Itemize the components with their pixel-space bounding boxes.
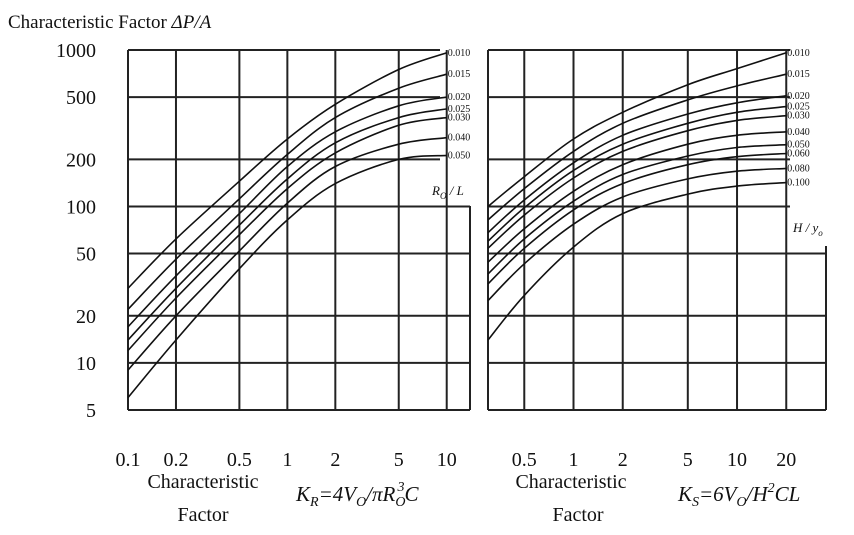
chart-title: Characteristic Factor ΔP/A [8,12,212,33]
y-tick-label: 5 [86,400,96,422]
y-tick-label: 100 [66,196,96,218]
series-line-0.020 [487,95,787,234]
left-xlabel-line1: Characteristic [147,471,258,493]
chart-title-symbol: ΔP/A [171,12,212,33]
series-label-0.030: 0.030 [787,111,810,122]
series-label-0.025: 0.025 [448,104,471,115]
x-tick-label: 2 [618,449,628,471]
x-tick-label: 10 [437,449,457,471]
series-line-0.010 [127,52,447,289]
series-label-0.030: 0.030 [448,113,471,124]
series-line-0.030 [127,116,447,352]
series-line-0.050 [487,143,787,275]
series-label-0.060: 0.060 [787,148,810,159]
x-tick-label: 0.2 [163,449,188,471]
series-line-0.100 [487,181,787,341]
series-label-0.050: 0.050 [448,150,471,161]
series-label-0.040: 0.040 [787,127,810,138]
left-formula: KR=4VO/πRO3C [295,480,420,510]
series-label-0.080: 0.080 [787,163,810,174]
series-label-0.040: 0.040 [448,133,471,144]
series-line-0.025 [127,108,447,341]
series-label-0.015: 0.015 [787,69,810,80]
series-label-0.015: 0.015 [448,69,471,80]
series-line-0.060 [487,152,787,285]
x-tick-label: 2 [330,449,340,471]
series-line-0.010 [487,52,787,208]
right-xlabel-line1: Characteristic [515,471,626,493]
series-line-0.080 [487,167,787,302]
x-tick-label: 1 [282,449,292,471]
series-label-0.010: 0.010 [448,48,471,59]
y-tick-labels: 1000 500 200 100 50 20 10 5 [56,40,96,422]
series-line-0.040 [127,136,447,371]
x-tick-label: 1 [569,449,579,471]
left-xlabel-line2: Factor [177,504,228,526]
x-tick-label: 0.5 [227,449,252,471]
series-label-0.020: 0.020 [448,92,471,103]
y-tick-label: 10 [76,353,96,375]
y-tick-label: 1000 [56,40,96,62]
series-line-0.050 [127,154,447,399]
right-param-label: H / yo [792,220,823,238]
y-tick-label: 200 [66,149,96,171]
y-tick-label: 20 [76,306,96,328]
right-xlabel-line2: Factor [552,504,603,526]
series-label-0.025: 0.025 [787,102,810,113]
series-line-0.020 [127,96,447,328]
series-line-0.040 [487,131,787,263]
x-tick-label: 0.1 [116,449,141,471]
right-formula: KS=6VO/H2CL [677,481,800,510]
series-line-0.030 [487,114,787,249]
left-param-label: RO / L [431,183,464,201]
x-tick-label: 5 [683,449,693,471]
chart-title-text: Characteristic Factor [8,12,172,33]
x-tick-label: 0.5 [512,449,537,471]
y-tick-label: 500 [66,87,96,109]
x-tick-label: 10 [727,449,747,471]
x-tick-label: 5 [394,449,404,471]
series-label-0.010: 0.010 [787,48,810,59]
series-label-0.100: 0.100 [787,178,810,189]
series-line-0.015 [487,73,787,221]
series-label-0.050: 0.050 [787,140,810,151]
y-tick-label: 50 [76,244,96,266]
series-line-0.025 [487,105,787,242]
x-tick-label: 20 [776,449,796,471]
series-line-0.015 [127,73,447,310]
series-label-0.020: 0.020 [787,91,810,102]
